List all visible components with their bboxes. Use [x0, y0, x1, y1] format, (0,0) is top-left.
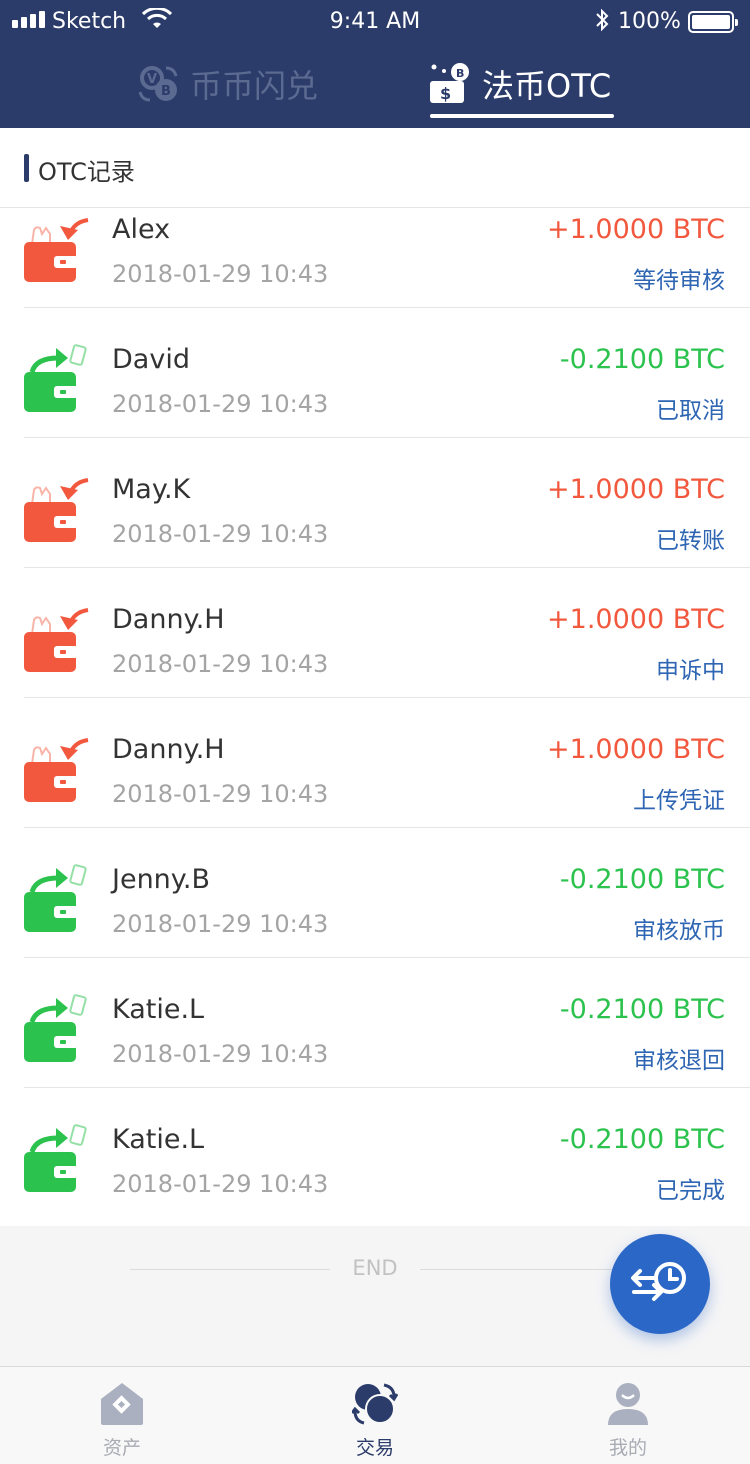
record-name: Danny.H	[112, 734, 225, 765]
status-time: 9:41 AM	[329, 9, 421, 34]
wallet-send-icon	[22, 992, 94, 1068]
nav-profile-label: 我的	[608, 1437, 647, 1459]
record-name: Katie.L	[112, 994, 205, 1025]
record-date: 2018-01-29 10:43	[112, 910, 329, 938]
record-status: 审核退回	[633, 1048, 725, 1074]
record-status: 申诉中	[656, 658, 725, 684]
row-divider	[24, 1087, 750, 1088]
section-accent-bar	[24, 154, 29, 182]
record-row[interactable]: Jenny.B 2018-01-29 10:43 -0.2100 BTC 审核放币	[0, 828, 750, 958]
battery-icon	[688, 11, 738, 33]
section-title: OTC记录	[38, 158, 135, 186]
row-divider	[24, 827, 750, 828]
row-divider	[24, 307, 750, 308]
record-row[interactable]: Katie.L 2018-01-29 10:43 -0.2100 BTC 已完成	[0, 1088, 750, 1218]
record-status: 上传凭证	[633, 788, 725, 814]
top-header: Sketch 9:41 AM 100% V B 币币闪兑 B	[0, 0, 750, 128]
record-amount: -0.2100 BTC	[559, 1124, 725, 1155]
record-name: Jenny.B	[112, 864, 211, 895]
record-name: May.K	[112, 474, 191, 505]
row-divider	[24, 957, 750, 958]
record-status: 已完成	[656, 1178, 725, 1204]
svg-text:V: V	[147, 72, 157, 87]
record-row[interactable]: Katie.L 2018-01-29 10:43 -0.2100 BTC 审核退回	[0, 958, 750, 1088]
record-amount: -0.2100 BTC	[559, 994, 725, 1025]
tab-coin-swap-label: 币币闪兑	[190, 67, 319, 105]
nav-assets-label: 资产	[102, 1437, 141, 1459]
record-name: Katie.L	[112, 1124, 205, 1155]
svg-text:B: B	[161, 84, 171, 99]
wallet-send-icon	[22, 862, 94, 938]
record-date: 2018-01-29 10:43	[112, 1040, 329, 1068]
history-icon	[631, 1262, 686, 1301]
record-status: 审核放币	[633, 918, 725, 944]
end-divider-right	[420, 1269, 620, 1270]
bottom-nav: 资产 交易 我的	[0, 1366, 750, 1464]
record-status: 已取消	[656, 398, 725, 424]
end-divider-left	[130, 1269, 330, 1270]
section-header: OTC记录	[0, 128, 750, 208]
list-end-label: END	[352, 1256, 398, 1280]
nav-trade[interactable]: 交易	[300, 1367, 450, 1464]
wallet-send-icon	[22, 1122, 94, 1198]
status-bar: Sketch 9:41 AM 100%	[0, 0, 750, 44]
wallet-send-icon	[22, 342, 94, 418]
record-date: 2018-01-29 10:43	[112, 260, 329, 288]
carrier-label: Sketch	[52, 9, 127, 34]
record-date: 2018-01-29 10:43	[112, 390, 329, 418]
tab-fiat-otc[interactable]: B $ 法币OTC	[428, 62, 611, 106]
record-status: 等待审核	[633, 268, 725, 294]
record-date: 2018-01-29 10:43	[112, 520, 329, 548]
bluetooth-icon	[596, 8, 609, 32]
record-amount: +1.0000 BTC	[547, 604, 725, 635]
nav-profile[interactable]: 我的	[553, 1367, 703, 1464]
otc-record-list[interactable]: Alex 2018-01-29 10:43 +1.0000 BTC 等待审核 David…	[0, 208, 750, 1226]
wallet-receive-icon	[22, 472, 94, 548]
record-amount: +1.0000 BTC	[547, 734, 725, 765]
wallet-receive-icon	[22, 212, 94, 288]
record-row[interactable]: May.K 2018-01-29 10:43 +1.0000 BTC 已转账	[0, 438, 750, 568]
battery-percent: 100%	[618, 9, 681, 34]
assets-icon	[101, 1383, 143, 1425]
active-tab-indicator	[430, 114, 614, 118]
fiat-otc-icon: B $	[430, 63, 469, 103]
nav-trade-label: 交易	[355, 1437, 394, 1459]
tab-coin-swap[interactable]: V B 币币闪兑	[136, 62, 318, 106]
tab-fiat-otc-label: 法币OTC	[482, 67, 612, 105]
trade-icon	[352, 1383, 398, 1425]
row-divider	[24, 697, 750, 698]
record-status: 已转账	[656, 528, 725, 554]
record-date: 2018-01-29 10:43	[112, 1170, 329, 1198]
signal-icon	[12, 11, 45, 28]
svg-text:$: $	[440, 84, 451, 103]
record-name: Alex	[112, 214, 171, 245]
record-name: David	[112, 344, 190, 375]
record-date: 2018-01-29 10:43	[112, 650, 329, 678]
row-divider	[24, 437, 750, 438]
wifi-icon	[142, 8, 172, 28]
record-amount: -0.2100 BTC	[559, 864, 725, 895]
record-date: 2018-01-29 10:43	[112, 780, 329, 808]
record-row[interactable]: Danny.H 2018-01-29 10:43 +1.0000 BTC 上传凭证	[0, 698, 750, 828]
coin-swap-icon: V B	[138, 66, 178, 102]
history-fab-button[interactable]	[610, 1234, 710, 1334]
record-amount: -0.2100 BTC	[559, 344, 725, 375]
nav-assets[interactable]: 资产	[47, 1367, 197, 1464]
record-row[interactable]: David 2018-01-29 10:43 -0.2100 BTC 已取消	[0, 308, 750, 438]
record-row[interactable]: Alex 2018-01-29 10:43 +1.0000 BTC 等待审核	[0, 208, 750, 308]
record-name: Danny.H	[112, 604, 225, 635]
wallet-receive-icon	[22, 732, 94, 808]
record-row[interactable]: Danny.H 2018-01-29 10:43 +1.0000 BTC 申诉中	[0, 568, 750, 698]
row-divider	[24, 567, 750, 568]
svg-text:B: B	[456, 67, 464, 80]
wallet-receive-icon	[22, 602, 94, 678]
record-amount: +1.0000 BTC	[547, 214, 725, 245]
profile-icon	[608, 1383, 648, 1425]
record-amount: +1.0000 BTC	[547, 474, 725, 505]
